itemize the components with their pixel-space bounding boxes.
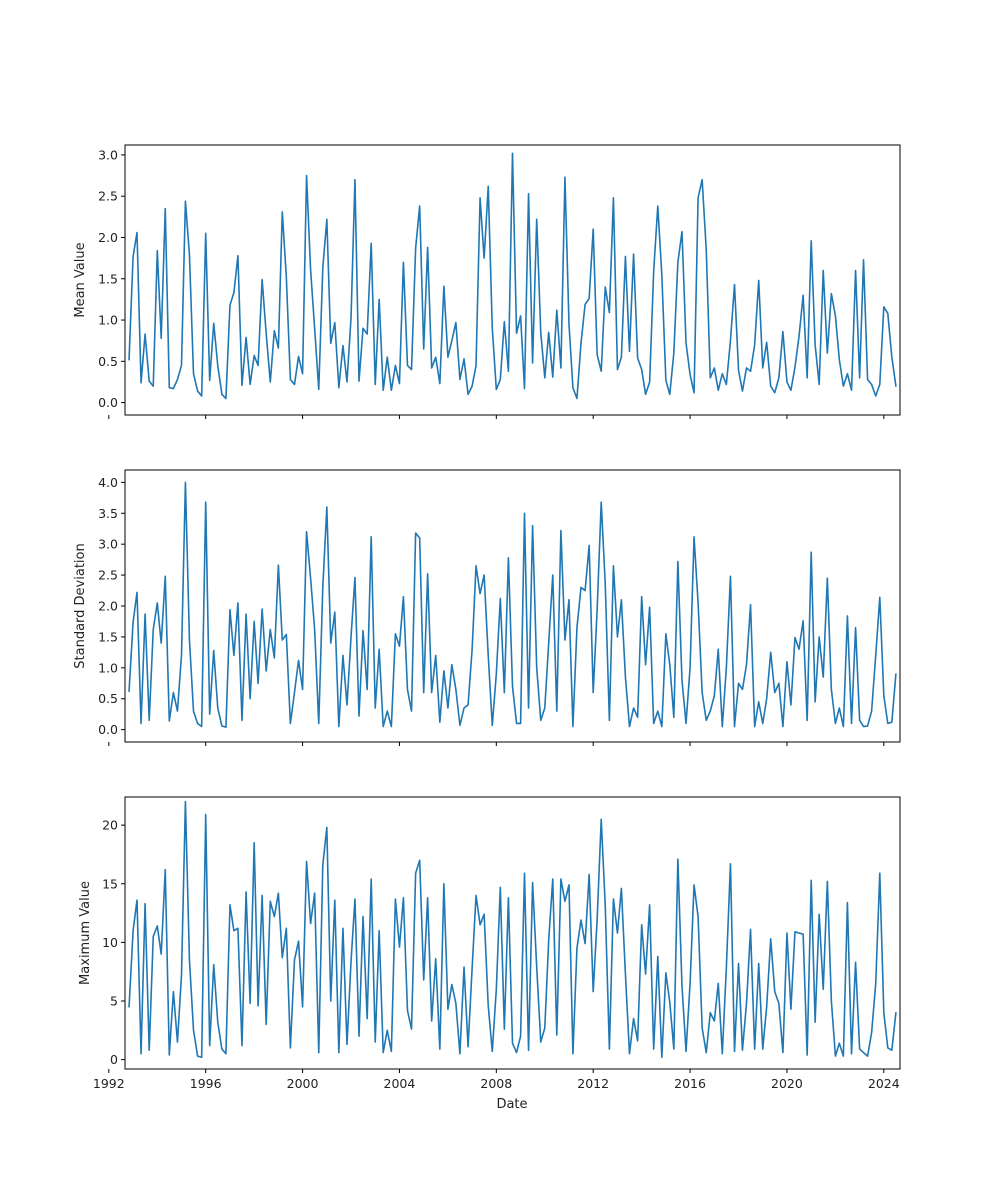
standard-deviation-y-tick-label: 2.0 bbox=[98, 599, 118, 614]
maximum-value-x-tick-label: 1996 bbox=[190, 1076, 222, 1091]
standard-deviation-y-tick-label: 2.5 bbox=[98, 568, 118, 583]
mean-value-y-tick-label: 0.0 bbox=[98, 395, 118, 410]
maximum-value-y-axis-label: Maximum Value bbox=[78, 881, 93, 985]
panel-mean-value: 0.0 0.5 1.0 1.5 2.0 2.5 3.0 Mean Value bbox=[73, 144, 901, 419]
maximum-value-y-tick-label: 20 bbox=[102, 818, 118, 833]
maximum-value-y-tick-label: 10 bbox=[102, 935, 118, 950]
standard-deviation-y-tick-label: 4.0 bbox=[98, 475, 118, 490]
mean-value-y-tick-label: 1.0 bbox=[98, 313, 118, 328]
maximum-value-x-tick-label: 2024 bbox=[868, 1076, 900, 1091]
maximum-value-series-line bbox=[128, 800, 897, 1059]
standard-deviation-y-tick-label: 0.5 bbox=[98, 691, 118, 706]
standard-deviation-x-ticks bbox=[108, 742, 885, 746]
maximum-value-x-tick-label: 1992 bbox=[93, 1076, 125, 1091]
standard-deviation-y-tick-label: 3.0 bbox=[98, 537, 118, 552]
maximum-value-y-ticks: 0 5 10 15 20 bbox=[102, 818, 125, 1067]
mean-value-line-layer bbox=[128, 152, 897, 400]
standard-deviation-series-line bbox=[128, 481, 897, 728]
maximum-value-x-tick-label: 2016 bbox=[674, 1076, 706, 1091]
mean-value-y-axis-label: Mean Value bbox=[73, 242, 88, 317]
maximum-value-y-tick-label: 15 bbox=[102, 876, 118, 891]
maximum-value-y-tick-label: 0 bbox=[110, 1052, 118, 1067]
mean-value-y-tick-label: 2.0 bbox=[98, 230, 118, 245]
maximum-value-y-tick-label: 5 bbox=[110, 994, 118, 1009]
maximum-value-x-tick-label: 2000 bbox=[287, 1076, 319, 1091]
maximum-value-axes-frame bbox=[124, 796, 901, 1070]
maximum-value-x-ticks: 1992 1996 2000 2004 2008 2012 2016 2020 2024 bbox=[93, 1069, 900, 1091]
standard-deviation-y-tick-label: 1.5 bbox=[98, 629, 118, 644]
standard-deviation-y-tick-label: 0.0 bbox=[98, 722, 118, 737]
mean-value-x-ticks bbox=[108, 415, 885, 419]
date-x-axis-label: Date bbox=[496, 1097, 527, 1112]
maximum-value-x-tick-label: 2008 bbox=[480, 1076, 512, 1091]
standard-deviation-y-tick-label: 3.5 bbox=[98, 506, 118, 521]
mean-value-y-tick-label: 3.0 bbox=[98, 147, 118, 162]
maximum-value-x-tick-label: 2012 bbox=[577, 1076, 609, 1091]
maximum-value-x-tick-label: 2020 bbox=[771, 1076, 803, 1091]
standard-deviation-y-axis-label: Standard Deviation bbox=[73, 543, 88, 668]
mean-value-y-tick-label: 2.5 bbox=[98, 189, 118, 204]
panel-maximum-value: 0 5 10 15 20 1992 1996 2000 2004 2008 2012 2016 202… bbox=[78, 796, 901, 1112]
maximum-value-x-tick-label: 2004 bbox=[384, 1076, 416, 1091]
mean-value-axes-frame bbox=[124, 144, 901, 416]
mean-value-y-ticks: 0.0 0.5 1.0 1.5 2.0 2.5 3.0 bbox=[98, 147, 125, 410]
mean-value-y-tick-label: 1.5 bbox=[98, 271, 118, 286]
mean-value-series-line bbox=[128, 152, 897, 400]
mean-value-y-tick-label: 0.5 bbox=[98, 354, 118, 369]
panel-standard-deviation: 0.0 0.5 1.0 1.5 2.0 2.5 3.0 3.5 4.0 Standard Dev… bbox=[73, 469, 901, 746]
standard-deviation-axes-frame bbox=[124, 469, 901, 743]
standard-deviation-y-tick-label: 1.0 bbox=[98, 660, 118, 675]
standard-deviation-y-ticks: 0.0 0.5 1.0 1.5 2.0 2.5 3.0 3.5 4.0 bbox=[98, 475, 125, 737]
maximum-value-line-layer bbox=[128, 800, 897, 1059]
standard-deviation-line-layer bbox=[128, 481, 897, 728]
